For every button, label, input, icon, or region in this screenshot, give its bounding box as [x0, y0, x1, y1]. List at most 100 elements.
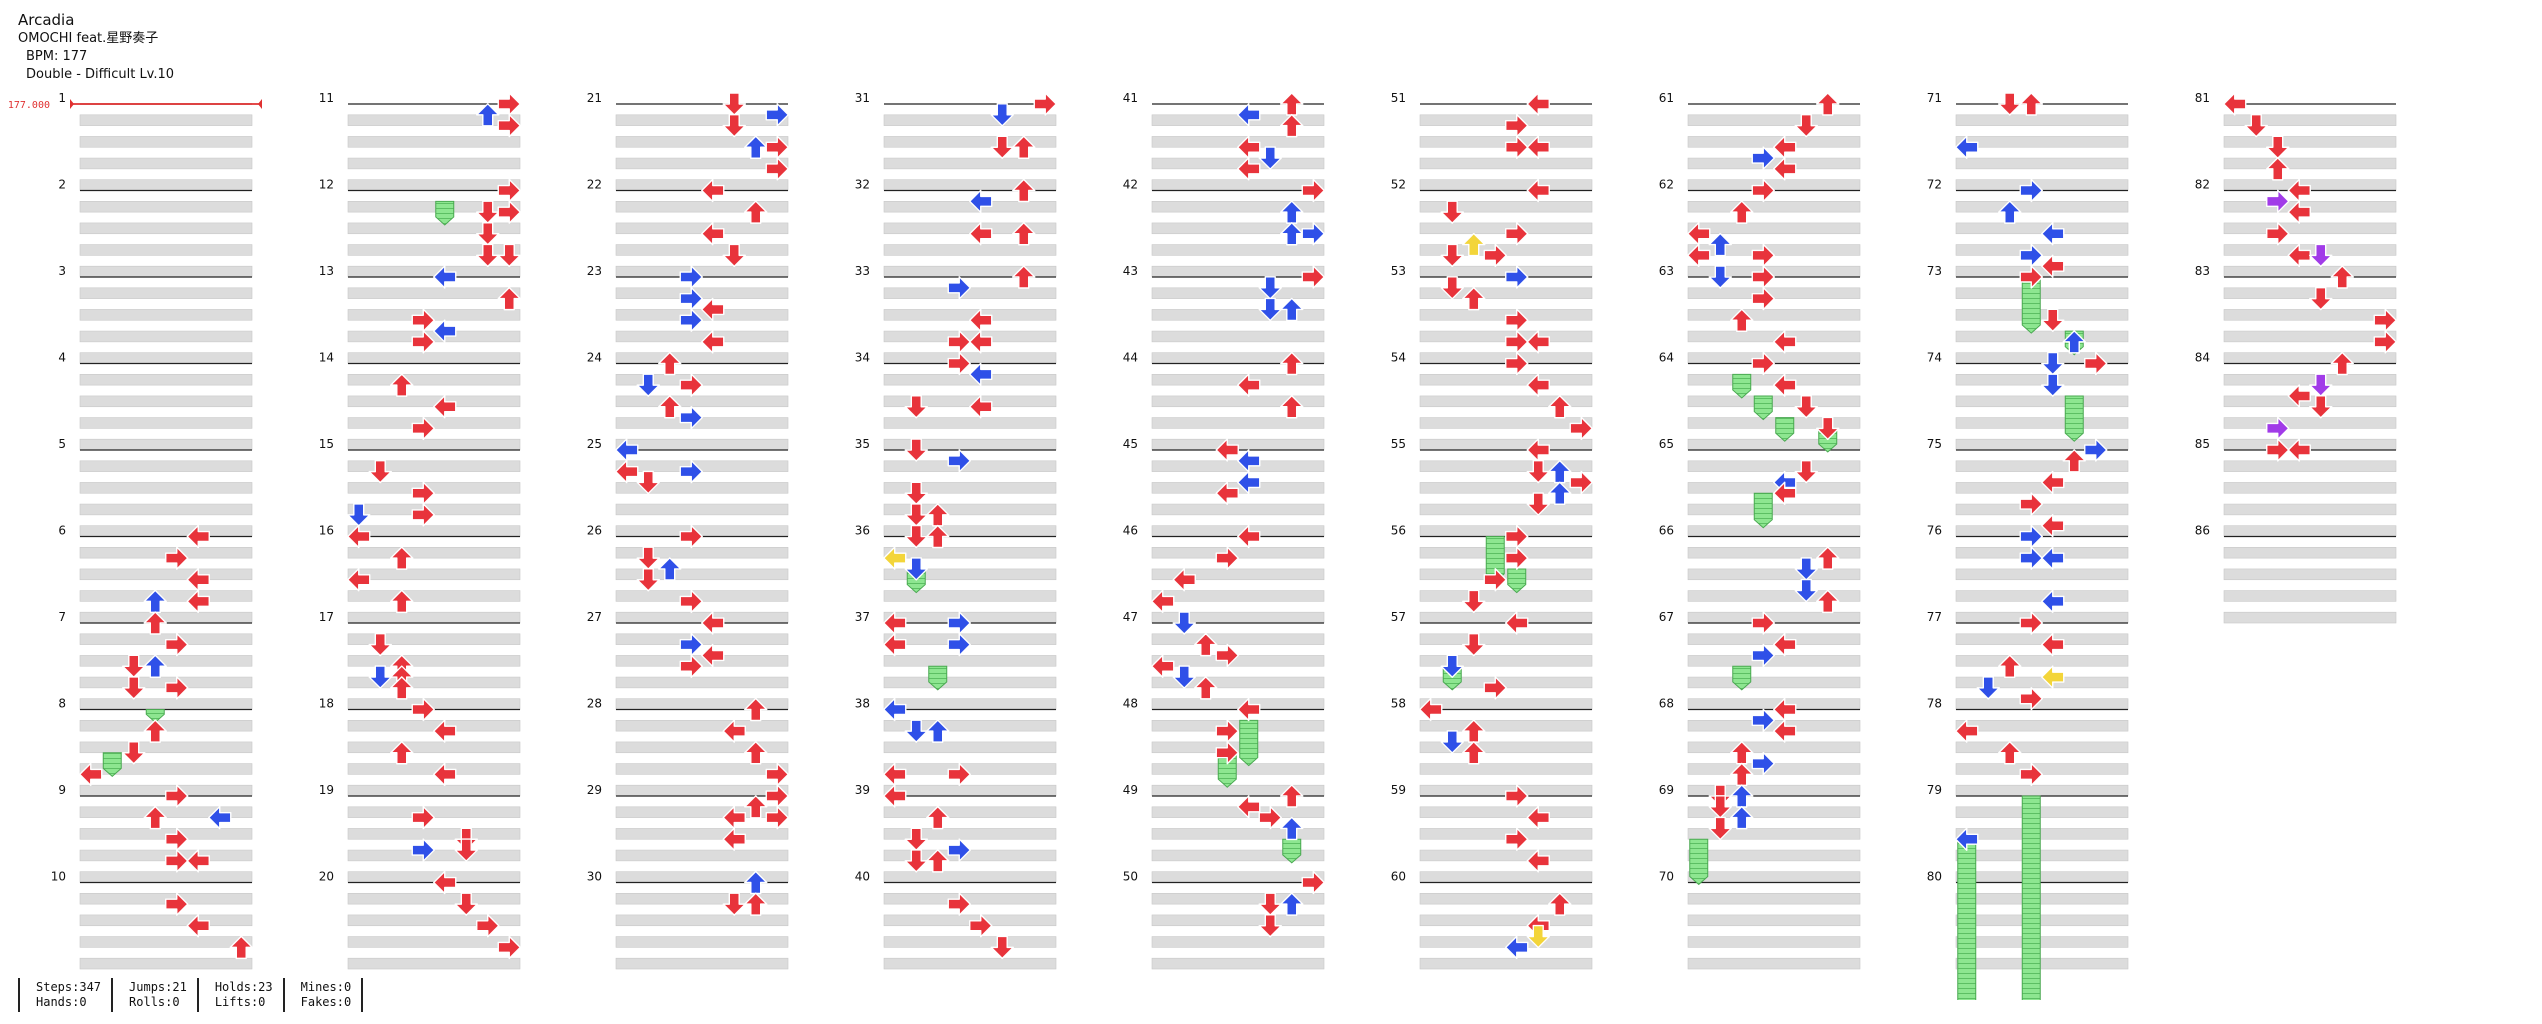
beat-band: [1687, 157, 1861, 170]
beat-band: [347, 179, 521, 191]
left-arrow-icon: [1505, 935, 1529, 960]
beat-band: [2223, 590, 2397, 602]
beat-band: [1419, 720, 1593, 732]
beat-band: [1955, 114, 2129, 126]
measure-number: 80: [1927, 870, 1942, 884]
left-arrow-icon: [883, 784, 907, 808]
right-arrow-icon: [165, 849, 189, 873]
beat-band: [79, 374, 253, 386]
hold-note: [1732, 665, 1752, 691]
hold-note: [1732, 373, 1752, 399]
beat-band: [79, 871, 253, 883]
beat-band: [1419, 179, 1593, 191]
beat-band: [1955, 330, 2129, 343]
beat-band: [1419, 633, 1593, 645]
down-arrow-icon: [636, 546, 660, 570]
measure-number: 67: [1659, 610, 1674, 624]
beat-band: [883, 590, 1057, 602]
beat-band: [347, 438, 521, 451]
right-arrow-icon: [969, 914, 993, 938]
measure-number: 46: [1123, 524, 1138, 538]
down-arrow-icon: [1708, 795, 1732, 819]
beat-band: [883, 395, 1057, 408]
up-arrow-icon: [744, 892, 768, 916]
beat-band: [615, 568, 789, 581]
measure-number: 68: [1659, 697, 1674, 711]
right-arrow-icon: [411, 805, 435, 830]
right-arrow-icon: [411, 330, 435, 354]
measure-number: 62: [1659, 178, 1674, 192]
measure-number: 49: [1123, 783, 1138, 797]
beat-band: [615, 157, 789, 170]
beat-band: [615, 547, 789, 559]
beat-band: [79, 957, 253, 970]
left-arrow-icon: [701, 297, 725, 322]
measure-number: 51: [1391, 91, 1406, 105]
left-arrow-icon: [79, 762, 103, 787]
right-arrow-icon: [2084, 438, 2108, 462]
beat-band: [883, 287, 1057, 299]
beat-band: [615, 503, 789, 516]
left-arrow-icon: [347, 524, 371, 549]
left-arrow-icon: [2041, 632, 2065, 657]
right-arrow-icon: [679, 589, 703, 614]
down-arrow-icon: [636, 470, 660, 495]
up-arrow-icon: [1548, 481, 1572, 505]
beat-band: [615, 720, 789, 732]
measure-number: 47: [1123, 610, 1138, 624]
beat-band: [1419, 157, 1593, 170]
measure-number: 34: [855, 351, 870, 365]
up-arrow-icon: [1816, 589, 1840, 614]
song-difficulty: Double - Difficult Lv.10: [26, 67, 175, 82]
beat-band: [1419, 374, 1593, 386]
right-arrow-icon: [2266, 438, 2290, 462]
left-arrow-icon: [208, 805, 232, 830]
down-arrow-icon: [904, 438, 928, 462]
up-arrow-icon: [1816, 92, 1840, 116]
beat-band: [615, 849, 789, 862]
left-arrow-icon: [1151, 589, 1175, 614]
beat-band: [79, 157, 253, 170]
down-arrow-icon: [722, 113, 746, 138]
beat-band: [2223, 222, 2397, 235]
right-arrow-icon: [476, 914, 500, 938]
up-arrow-icon: [1462, 286, 1486, 311]
measure-number: 61: [1659, 91, 1674, 105]
stats-jumps-rolls: Jumps:21 Rolls:0: [111, 978, 197, 1012]
up-arrow-icon: [1280, 784, 1304, 808]
up-arrow-icon: [1462, 741, 1486, 765]
beat-band: [883, 114, 1057, 126]
beat-band: [347, 698, 521, 710]
beat-band: [1687, 374, 1861, 386]
right-arrow-icon: [679, 524, 703, 549]
right-arrow-icon: [1258, 805, 1282, 830]
beat-band: [1955, 806, 2129, 818]
beat-band: [1687, 395, 1861, 408]
beat-band: [1151, 720, 1325, 732]
beat-band: [1419, 741, 1593, 754]
left-arrow-icon: [2041, 589, 2065, 614]
down-arrow-icon: [636, 568, 660, 592]
right-arrow-icon: [165, 632, 189, 657]
beat-band: [1151, 698, 1325, 710]
beat-band: [1955, 265, 2129, 278]
beat-band: [1955, 633, 2129, 645]
left-arrow-icon: [969, 362, 993, 387]
stats-steps-hands: Steps:347 Hands:0: [18, 978, 111, 1012]
stat-mines: Mines:0: [300, 980, 352, 994]
beat-band: [615, 676, 789, 689]
beat-band: [2223, 309, 2397, 321]
left-arrow-icon: [722, 719, 746, 743]
up-arrow-icon: [744, 697, 768, 722]
beat-band: [79, 741, 253, 754]
beat-band: [1687, 849, 1861, 862]
beat-band: [1955, 741, 2129, 754]
beat-band: [2223, 525, 2397, 537]
left-arrow-icon: [1773, 719, 1797, 743]
measure-number: 55: [1391, 437, 1406, 451]
beat-band: [347, 330, 521, 343]
beat-band: [79, 330, 253, 343]
left-arrow-icon: [433, 870, 457, 895]
down-arrow-icon: [497, 243, 521, 268]
right-arrow-icon: [1751, 611, 1775, 635]
